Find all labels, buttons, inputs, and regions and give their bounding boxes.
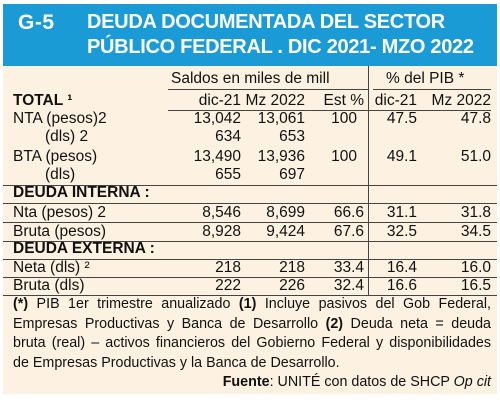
externa-heading: DEUDA EXTERNA : (13, 240, 155, 257)
total-heading: TOTAL ¹ (13, 92, 73, 109)
col-dic-header: dic-21 (198, 92, 241, 109)
col-mz-header: Mz 2022 (245, 92, 305, 109)
table-header: G-5 DEUDA DOCUMENTADA DEL SECTOR PÚBLICO… (3, 4, 497, 66)
footnote-text: Deuda neta = deuda bruta (real) – activo… (13, 315, 491, 371)
debt-table-card: G-5 DEUDA DOCUMENTADA DEL SECTOR PÚBLICO… (3, 4, 497, 394)
source-line: Fuente: UNITÉ con datos de SHCP Op cit (13, 373, 491, 393)
footnote-mark: (2) (325, 315, 344, 332)
col-pib-dic-header: dic-21 (374, 92, 417, 109)
footnote-text: Incluye pasivos del Gob Federal, Empresa… (13, 296, 491, 332)
col-pib-mz-header: Mz 2022 (431, 92, 491, 109)
source-text: : UNITÉ con datos de SHCP (269, 374, 454, 390)
header-underline (168, 110, 491, 111)
notes-divider (3, 295, 497, 296)
table-title-line1: DEUDA DOCUMENTADA DEL SECTOR (87, 11, 445, 33)
table-body: Saldos en miles de mill % del PIB * TOTA… (3, 66, 497, 394)
row-divider (3, 222, 497, 223)
column-divider-pib (368, 66, 369, 295)
col-est-header: Est % (323, 92, 364, 109)
saldos-underline (168, 89, 368, 90)
footnote-mark: (1) (238, 296, 257, 312)
interna-underline (3, 203, 497, 204)
pib-group-header: % del PIB * (386, 70, 465, 87)
row-divider (3, 277, 497, 278)
pib-underline (373, 89, 491, 90)
section-divider (3, 241, 497, 242)
source-italic: Op cit (453, 374, 491, 390)
footnote-mark: (*) (13, 296, 29, 312)
interna-heading: DEUDA INTERNA : (13, 184, 150, 201)
externa-underline (3, 259, 497, 260)
footnotes: (*) PIB 1er trimestre anualizado (1) Inc… (13, 295, 491, 393)
saldos-group-header: Saldos en miles de mill (171, 70, 330, 87)
table-code: G-5 (18, 11, 55, 34)
section-divider (3, 185, 497, 186)
table-title-line2: PÚBLICO FEDERAL . DIC 2021- MZO 2022 (87, 36, 474, 58)
source-label: Fuente (222, 374, 270, 390)
footnote-text: PIB 1er trimestre anualizado (28, 296, 239, 312)
